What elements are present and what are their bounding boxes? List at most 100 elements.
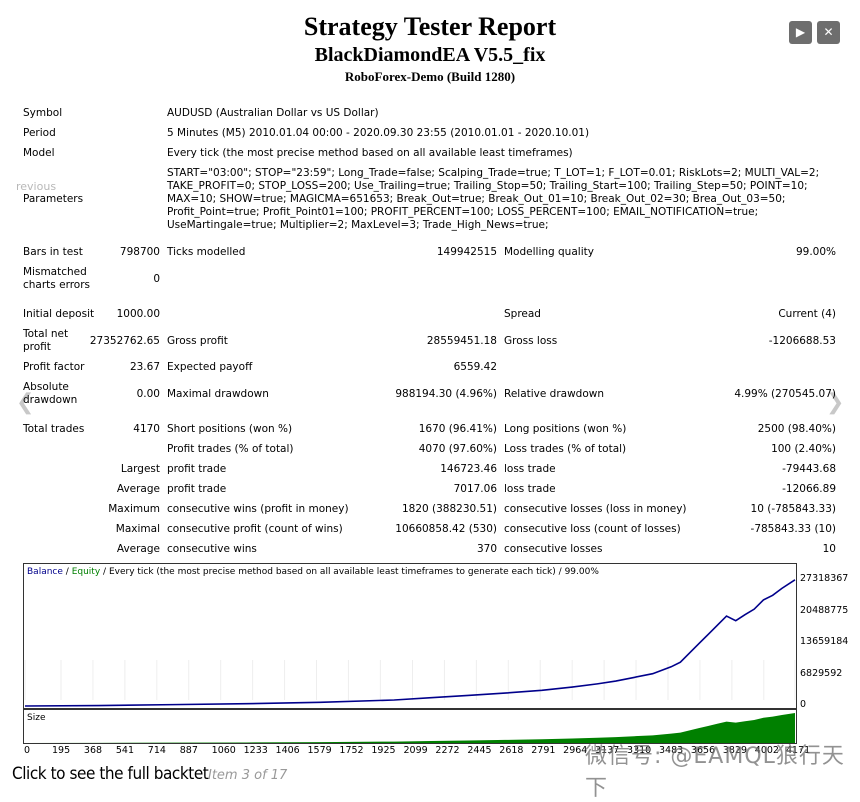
y-tick-label: 20488775 xyxy=(800,604,849,616)
x-tick-label: 2618 xyxy=(499,745,524,756)
maxl-cons-loss-label: consecutive loss (count of losses) xyxy=(504,523,681,535)
profit-trades-value: 4070 (97.60%) xyxy=(418,443,497,455)
x-tick-label: 4002 xyxy=(754,745,779,756)
net-label-2: profit xyxy=(23,341,51,353)
x-tick-label: 3656 xyxy=(690,745,716,756)
x-tick-label: 1579 xyxy=(307,745,332,756)
net-value: 27352762.65 xyxy=(89,335,160,347)
x-tick-label: 714 xyxy=(147,745,166,756)
largest-label: Largest xyxy=(120,463,160,475)
gross-profit-label: Gross profit xyxy=(167,335,228,347)
symbol-value: AUDUSD (Australian Dollar vs US Dollar) xyxy=(167,107,379,119)
legend-description: Every tick (the most precise method base… xyxy=(108,567,556,577)
x-tick-label: 2445 xyxy=(467,745,492,756)
largest-loss-value: -79443.68 xyxy=(782,463,836,475)
x-tick-label: 2099 xyxy=(403,745,428,756)
x-tick-label: 2964 xyxy=(563,745,588,756)
symbol-label: Symbol xyxy=(23,107,63,119)
chevron-left-icon[interactable]: ❮ xyxy=(16,390,35,415)
max-cons-wins-value: 1820 (388230.51) xyxy=(401,503,497,515)
average-profit-label: profit trade xyxy=(167,483,227,495)
avg-cons-wins-label: consecutive wins xyxy=(167,543,257,555)
loss-trades-value: 100 (2.40%) xyxy=(771,443,836,455)
short-value: 1670 (96.41%) xyxy=(418,423,497,435)
spread-value: Current (4) xyxy=(778,308,836,320)
avg-cons-losses-value: 10 xyxy=(822,543,836,555)
legend-equity: Equity xyxy=(71,567,101,577)
maxl-cons-loss-value: -785843.33 (10) xyxy=(750,523,836,535)
quality-value: 99.00% xyxy=(795,246,836,258)
largest-profit-label: profit trade xyxy=(167,463,227,475)
ticks-value: 149942515 xyxy=(436,246,497,258)
balance-line xyxy=(24,579,796,707)
report-title: Strategy Tester Report xyxy=(303,12,557,41)
net-label-1: Total net xyxy=(23,328,69,340)
max-cons-losses-label: consecutive losses (loss in money) xyxy=(504,503,687,515)
y-tick-label: 0 xyxy=(800,699,807,710)
maximal-label: Maximal xyxy=(115,523,160,535)
average2-label: Average xyxy=(116,543,160,555)
gross-loss-label: Gross loss xyxy=(504,335,558,347)
max-dd-label: Maximal drawdown xyxy=(167,388,269,400)
long-label: Long positions (won %) xyxy=(504,423,627,435)
x-tick-label: 368 xyxy=(83,745,103,756)
parameters-label: Parameters xyxy=(23,193,84,205)
long-value: 2500 (98.40%) xyxy=(757,423,836,435)
maxl-cons-profit-value: 10660858.42 (530) xyxy=(395,523,497,535)
chevron-right-icon[interactable]: ❯ xyxy=(826,390,845,415)
bars-label: Bars in test xyxy=(23,246,83,258)
period-value: 5 Minutes (M5) 2010.01.04 00:00 - 2020.0… xyxy=(167,127,590,139)
period-label: Period xyxy=(23,127,56,139)
average-label: Average xyxy=(116,483,160,495)
avg-cons-losses-label: consecutive losses xyxy=(504,543,603,555)
model-label: Model xyxy=(23,147,55,159)
average-loss-value: -12066.89 xyxy=(782,483,836,495)
x-tick-label: 887 xyxy=(179,745,198,756)
max-cons-losses-value: 10 (-785843.33) xyxy=(750,503,836,515)
bars-value: 798700 xyxy=(119,246,160,258)
average-loss-label: loss trade xyxy=(504,483,556,495)
pf-value: 23.67 xyxy=(129,361,160,373)
gross-profit-value: 28559451.18 xyxy=(426,335,497,347)
spread-label: Spread xyxy=(504,308,541,320)
x-tick-label: 1925 xyxy=(371,745,396,756)
pf-label: Profit factor xyxy=(23,361,85,373)
largest-loss-label: loss trade xyxy=(504,463,556,475)
model-value: Every tick (the most precise method base… xyxy=(167,147,573,159)
size-area xyxy=(25,712,795,743)
deposit-label: Initial deposit xyxy=(23,308,95,320)
play-icon[interactable]: ▶ xyxy=(789,21,812,44)
ticks-label: Ticks modelled xyxy=(167,246,246,258)
close-icon[interactable]: ✕ xyxy=(817,21,840,44)
max-cons-wins-label: consecutive wins (profit in money) xyxy=(167,503,349,515)
x-tick-label: 1406 xyxy=(275,745,300,756)
balance-chart-svg xyxy=(24,579,796,707)
x-tick-label: 4171 xyxy=(786,745,811,756)
x-tick-label: 2272 xyxy=(435,745,460,756)
gross-loss-value: -1206688.53 xyxy=(768,335,836,347)
chart-legend: Balance / Equity / Every tick (the most … xyxy=(27,567,599,577)
previous-link[interactable]: revious xyxy=(16,180,57,193)
rel-dd-label: Relative drawdown xyxy=(504,388,605,400)
full-backtest-caption[interactable]: Click to see the full backtet xyxy=(12,764,209,784)
deposit-value: 1000.00 xyxy=(116,308,160,320)
item-counter: Item 3 of 17 xyxy=(208,768,288,783)
x-tick-label: 3137 xyxy=(595,745,620,756)
mismatch-value: 0 xyxy=(153,273,160,285)
size-chart xyxy=(23,709,797,744)
abs-dd-value: 0.00 xyxy=(136,388,160,400)
parameters-value: START="03:00"; STOP="23:59"; Long_Trade=… xyxy=(167,167,820,231)
quality-label: Modelling quality xyxy=(504,246,594,258)
mismatch-label-2: charts errors xyxy=(23,279,90,291)
y-tick-label: 27318367 xyxy=(800,573,849,584)
mismatch-label-1: Mismatched xyxy=(23,266,87,278)
maximum-label: Maximum xyxy=(108,503,160,515)
short-label: Short positions (won %) xyxy=(167,423,293,435)
max-dd-value: 988194.30 (4.96%) xyxy=(395,388,497,400)
size-label: Size xyxy=(27,713,46,723)
ea-name: BlackDiamondEA V5.5_fix xyxy=(314,44,546,66)
payoff-value: 6559.42 xyxy=(453,361,497,373)
trades-value: 4170 xyxy=(133,423,160,435)
maxl-cons-profit-label: consecutive profit (count of wins) xyxy=(167,523,343,535)
balance-equity-chart xyxy=(23,563,797,709)
